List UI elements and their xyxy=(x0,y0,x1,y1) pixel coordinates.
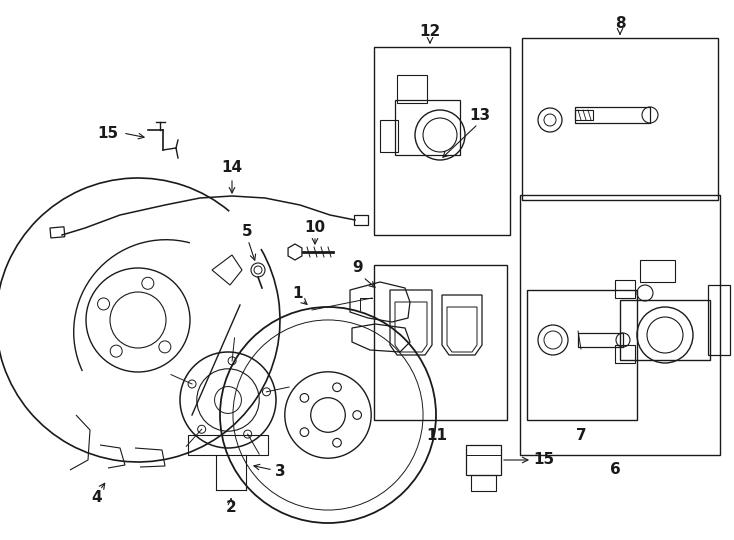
Text: 2: 2 xyxy=(225,501,236,516)
Bar xyxy=(640,260,675,282)
Bar xyxy=(380,120,398,152)
Text: 9: 9 xyxy=(353,260,363,275)
Text: 15: 15 xyxy=(533,453,554,468)
Bar xyxy=(354,215,368,225)
Bar xyxy=(615,345,635,363)
Bar xyxy=(188,435,268,455)
Bar xyxy=(578,333,623,347)
Bar xyxy=(397,75,427,103)
Text: 8: 8 xyxy=(614,17,625,31)
Text: 12: 12 xyxy=(419,24,440,39)
Bar xyxy=(575,107,650,123)
Bar xyxy=(374,265,507,420)
Text: 11: 11 xyxy=(426,428,448,442)
Bar xyxy=(374,47,510,235)
Bar xyxy=(520,195,720,455)
Bar xyxy=(471,475,496,491)
Bar xyxy=(522,38,718,200)
Text: 10: 10 xyxy=(305,220,326,235)
Bar xyxy=(395,100,460,155)
Text: 4: 4 xyxy=(92,489,102,504)
Text: 3: 3 xyxy=(275,464,286,480)
Text: 7: 7 xyxy=(575,428,586,442)
Text: 5: 5 xyxy=(241,225,252,240)
Bar xyxy=(615,280,635,298)
Text: 15: 15 xyxy=(98,125,119,140)
Text: 14: 14 xyxy=(222,160,242,176)
Bar xyxy=(50,227,65,238)
Text: 1: 1 xyxy=(293,286,303,300)
Bar xyxy=(620,300,710,360)
Bar xyxy=(575,110,593,120)
Text: 13: 13 xyxy=(470,107,490,123)
Bar xyxy=(466,445,501,475)
Bar xyxy=(708,285,730,355)
Text: 6: 6 xyxy=(610,462,620,477)
Bar xyxy=(527,290,637,420)
